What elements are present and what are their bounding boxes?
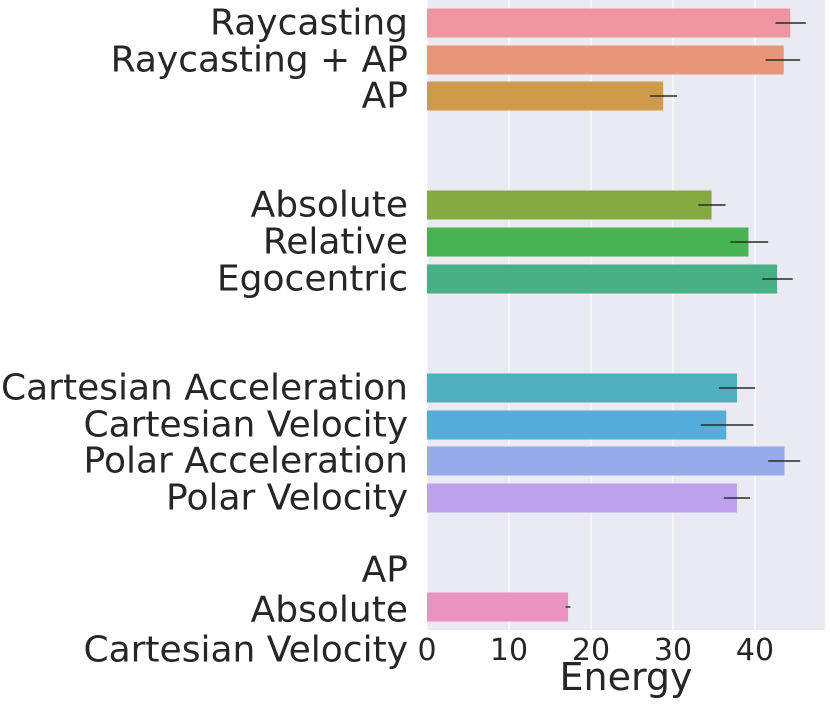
x-tick-label: 0 — [417, 633, 436, 668]
category-label: Polar Velocity — [166, 478, 408, 519]
bars — [427, 8, 791, 622]
x-axis-label: Energy — [559, 655, 692, 699]
bar — [427, 446, 785, 476]
error-bars — [565, 22, 806, 608]
bar — [427, 8, 791, 38]
bar — [427, 264, 778, 294]
category-label: Cartesian Velocity — [83, 630, 408, 671]
category-label: Egocentric — [217, 259, 408, 300]
bar — [427, 227, 749, 257]
bar — [427, 410, 727, 440]
x-tick-label: 30 — [654, 633, 692, 668]
category-label: Absolute — [251, 590, 408, 631]
category-label: Polar Acceleration — [84, 441, 408, 482]
x-tick-label: 20 — [572, 633, 610, 668]
category-label: Raycasting + AP — [111, 40, 408, 81]
bar — [427, 81, 664, 111]
category-label: Relative — [263, 222, 408, 263]
category-label: Cartesian Velocity — [83, 405, 408, 446]
bar — [427, 483, 737, 513]
category-label: Absolute — [251, 185, 408, 226]
x-tick-label: 10 — [490, 633, 528, 668]
category-label: AP — [362, 550, 408, 591]
bar — [427, 373, 737, 403]
category-label: Raycasting — [210, 3, 408, 44]
bar — [427, 190, 712, 220]
bar — [427, 45, 784, 75]
x-tick-labels: 0 10 20 30 40 — [417, 633, 774, 668]
category-label: AP — [362, 76, 408, 117]
category-label: Cartesian Acceleration — [1, 368, 408, 409]
x-tick-label: 40 — [736, 633, 774, 668]
bar — [427, 592, 569, 622]
